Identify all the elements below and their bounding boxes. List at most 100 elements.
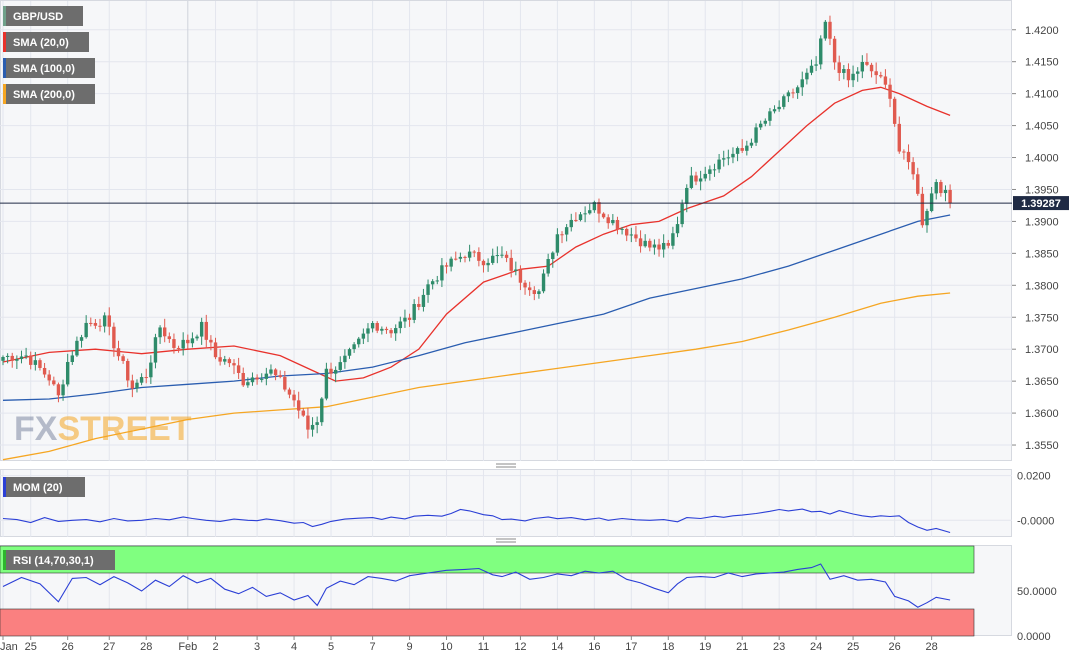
mom-legend[interactable]: MOM (20) (3, 477, 85, 497)
candle (569, 213, 573, 232)
candle (814, 56, 818, 72)
candle (749, 138, 754, 149)
candle (440, 258, 444, 288)
legend-box (3, 32, 89, 52)
price-axis-label: 1.3900 (1025, 216, 1059, 228)
legend-item[interactable]: GBP/USD (3, 6, 83, 26)
candle (740, 139, 744, 153)
mom-line (2, 508, 951, 534)
candle-body (366, 328, 370, 334)
time-axis-label: 9 (406, 641, 412, 653)
candle-body (869, 64, 874, 72)
legend-label: SMA (200,0) (13, 89, 75, 101)
candle-body (856, 71, 860, 74)
candle (29, 351, 33, 370)
candle (472, 250, 476, 258)
rsi-legend[interactable]: RSI (14,70,30,1) (3, 550, 115, 570)
candle (846, 63, 851, 88)
time-axis-label: 2 (212, 641, 218, 653)
time-axis-label: 25 (847, 641, 859, 653)
candle (315, 416, 319, 434)
candle (84, 315, 88, 339)
candle-body (273, 369, 278, 376)
candle-body (555, 234, 560, 253)
time-axis-label: 26 (62, 641, 74, 653)
candle (703, 166, 707, 182)
legend-color-swatch (3, 84, 6, 104)
candle-body (357, 338, 361, 345)
time-axis-label: 21 (736, 641, 748, 653)
candle-body (574, 219, 578, 221)
legend-item[interactable]: SMA (20,0) (3, 32, 89, 52)
pane-splitter-handle[interactable] (496, 538, 516, 543)
candle-body (629, 234, 634, 236)
candle (772, 105, 777, 114)
candle (541, 269, 546, 294)
candle (153, 333, 158, 369)
candle (463, 255, 467, 263)
legend-label: SMA (20,0) (13, 37, 69, 49)
candle-body (625, 228, 629, 236)
pane-splitter-handle[interactable] (496, 463, 516, 468)
price-axis-label: 1.4000 (1025, 153, 1059, 165)
candle (837, 55, 841, 81)
candle-body (569, 219, 573, 228)
candle (329, 362, 333, 378)
candle-body (527, 287, 532, 291)
candle-body (916, 174, 920, 194)
price-axis-label: 1.3850 (1025, 248, 1059, 260)
candle-body (89, 322, 93, 324)
candle (611, 214, 615, 226)
candle-body (920, 193, 925, 226)
candle (33, 352, 38, 371)
candle-body (287, 389, 292, 395)
candle-body (726, 157, 731, 159)
watermark-street: STREET (57, 410, 191, 448)
candle (717, 153, 721, 173)
candle-body (449, 258, 453, 267)
candle (361, 328, 366, 345)
candle (929, 187, 934, 213)
candle (320, 397, 324, 426)
legend-box (3, 6, 83, 26)
candle (689, 166, 694, 190)
candle-body (283, 376, 287, 390)
candle (227, 357, 232, 368)
legend-color-swatch (3, 32, 6, 52)
candle (421, 288, 426, 312)
candle (680, 199, 684, 228)
candle (269, 364, 273, 376)
candle (634, 225, 638, 242)
mom-axis-label: -0.0000 (1017, 515, 1054, 527)
last-price-value: 1.39287 (1021, 198, 1061, 210)
candle-body (671, 233, 675, 246)
candle (93, 319, 98, 329)
candle-body (98, 325, 102, 327)
candle (495, 246, 500, 264)
candle-body (204, 321, 208, 340)
candle-body (153, 337, 158, 363)
time-axis-label: 12 (514, 641, 526, 653)
candle-body (149, 362, 153, 378)
candle-body (948, 189, 952, 204)
candle-body (176, 347, 181, 349)
candle-body (786, 92, 791, 97)
time-axis-label: 14 (551, 641, 563, 653)
candle-body (75, 340, 79, 356)
candle (500, 246, 504, 259)
candle-body (232, 363, 236, 366)
candle (934, 179, 938, 200)
legend-item[interactable]: SMA (100,0) (3, 58, 95, 78)
legend-item[interactable]: SMA (200,0) (3, 84, 95, 104)
candle-body (634, 234, 638, 239)
candle (412, 299, 416, 324)
candle-body (209, 339, 213, 343)
candle-body (421, 294, 426, 307)
candle-body (902, 151, 906, 153)
candle-body (694, 175, 698, 182)
candle-body (722, 158, 726, 160)
candle (768, 107, 772, 126)
candle-body (495, 255, 500, 257)
candle (698, 170, 703, 191)
